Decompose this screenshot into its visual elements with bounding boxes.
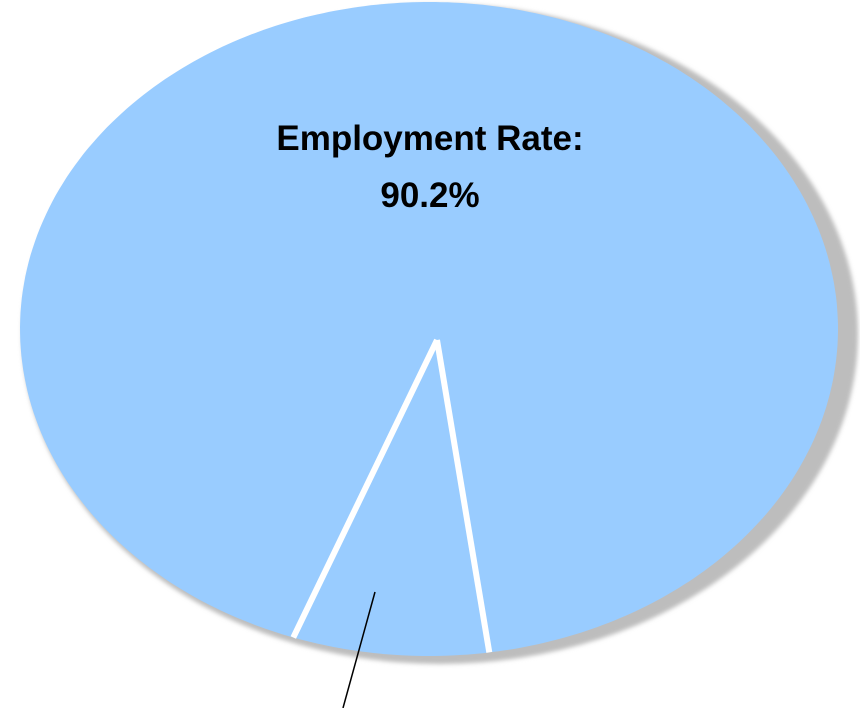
slice-label-employment-rate: Employment Rate: — [276, 119, 583, 158]
pie-slice-other — [293, 340, 490, 656]
slice-separator-1 — [434, 339, 493, 653]
slice-separator-2 — [290, 338, 440, 639]
leader-line — [342, 591, 376, 708]
pie-slices — [20, 2, 838, 656]
slice-separators — [290, 338, 493, 653]
pie-slice-employment — [20, 2, 838, 653]
slice-value-employment-rate: 90.2% — [380, 176, 479, 215]
